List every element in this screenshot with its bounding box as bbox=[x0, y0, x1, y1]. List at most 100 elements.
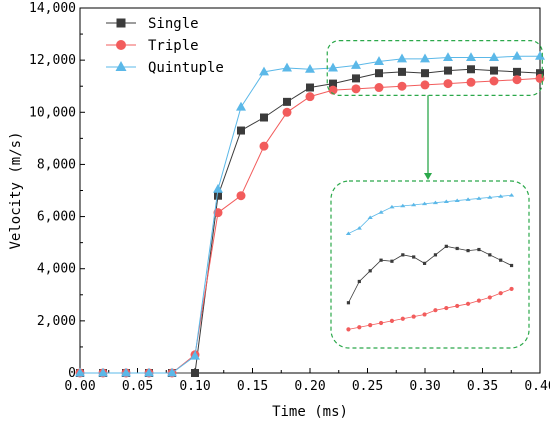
data-point-quintuple bbox=[328, 62, 338, 72]
inset-point-single bbox=[509, 263, 514, 268]
x-tick-label: 0.00 bbox=[64, 379, 95, 394]
inset-point-quintuple bbox=[508, 193, 515, 197]
data-point-triple bbox=[351, 84, 361, 94]
data-point-quintuple bbox=[213, 183, 223, 193]
inset-box bbox=[330, 180, 530, 349]
inset-point-quintuple bbox=[400, 203, 406, 208]
data-point-quintuple bbox=[443, 52, 453, 62]
inset-point-triple bbox=[465, 301, 471, 306]
data-point-triple bbox=[443, 79, 453, 89]
data-point-quintuple bbox=[259, 66, 269, 76]
inset-point-single bbox=[455, 246, 459, 251]
inset-point-quintuple bbox=[378, 210, 384, 214]
inset-point-triple bbox=[444, 305, 449, 311]
data-point-single bbox=[283, 97, 291, 106]
inset-point-quintuple bbox=[443, 199, 449, 204]
inset-point-triple bbox=[433, 308, 438, 313]
data-point-quintuple bbox=[489, 52, 499, 62]
inset-point-quintuple bbox=[389, 204, 395, 209]
data-point-single bbox=[306, 83, 314, 92]
data-point-single bbox=[444, 66, 452, 75]
inset-point-single bbox=[390, 259, 394, 263]
inset-point-single bbox=[379, 258, 383, 262]
x-tick-label: 0.20 bbox=[294, 379, 325, 394]
zoom-arrow-head bbox=[424, 173, 432, 180]
data-point-single bbox=[237, 126, 245, 135]
zoom-region-box bbox=[326, 39, 543, 96]
data-point-quintuple bbox=[121, 367, 131, 377]
inset-point-single bbox=[368, 269, 372, 273]
x-tick-label: 0.30 bbox=[409, 379, 440, 394]
data-point-single bbox=[536, 69, 544, 78]
data-point-single bbox=[352, 74, 360, 83]
data-point-quintuple bbox=[420, 53, 430, 63]
inset-point-triple bbox=[411, 314, 416, 319]
legend-marker-triple bbox=[116, 40, 126, 50]
data-point-triple bbox=[328, 85, 338, 95]
inset-point-single bbox=[499, 258, 503, 262]
inset-point-triple bbox=[509, 286, 514, 292]
inset-point-triple bbox=[400, 316, 405, 321]
inset-line-single bbox=[348, 245, 512, 303]
inset-line-quintuple bbox=[348, 194, 512, 234]
y-tick-label: 10,000 bbox=[29, 105, 76, 120]
inset-point-triple bbox=[357, 325, 362, 330]
inset-point-triple bbox=[346, 327, 351, 332]
inset-point-quintuple bbox=[476, 196, 482, 200]
y-tick-label: 8,000 bbox=[37, 157, 76, 172]
data-point-single bbox=[214, 191, 222, 200]
y-tick-label: 0 bbox=[68, 366, 76, 381]
inset-point-quintuple bbox=[367, 215, 373, 220]
inset-point-quintuple bbox=[421, 201, 428, 206]
inset-point-triple bbox=[422, 312, 427, 317]
legend: Single Triple Quintuple bbox=[106, 16, 224, 76]
x-tick-label: 0.05 bbox=[122, 379, 153, 394]
inset-point-single bbox=[466, 249, 470, 253]
data-point-triple bbox=[236, 191, 246, 201]
data-point-triple bbox=[420, 80, 430, 90]
inset-layer bbox=[326, 39, 543, 349]
y-axis-title: Velocity (m/s) bbox=[8, 131, 24, 249]
data-point-quintuple bbox=[167, 367, 177, 377]
inset-point-single bbox=[444, 244, 448, 248]
data-point-single bbox=[329, 79, 337, 88]
data-point-single bbox=[467, 65, 475, 74]
inset-line-triple bbox=[348, 288, 512, 330]
inset-point-single bbox=[357, 279, 361, 284]
y-tick-label: 12,000 bbox=[29, 53, 76, 68]
data-point-triple bbox=[374, 83, 384, 93]
data-point-quintuple bbox=[535, 50, 545, 60]
series-layer bbox=[75, 50, 545, 378]
inset-point-triple bbox=[487, 295, 492, 300]
data-point-quintuple bbox=[512, 50, 522, 60]
data-point-triple bbox=[489, 76, 499, 86]
y-tick-label: 4,000 bbox=[37, 262, 76, 277]
data-point-single bbox=[513, 67, 521, 76]
data-point-quintuple bbox=[98, 367, 108, 377]
inset-point-quintuple bbox=[345, 231, 352, 235]
axis-layer: 0.00 0.05 0.10 0.15 0.20 0.25 0.30 0.35 0.40 0 2,0… bbox=[29, 1, 550, 394]
x-tick-label: 0.15 bbox=[237, 379, 268, 394]
y-tick-label: 6,000 bbox=[37, 210, 76, 225]
inset-point-quintuple bbox=[465, 197, 471, 201]
data-point-single bbox=[398, 67, 406, 76]
data-point-quintuple bbox=[75, 367, 85, 377]
legend-marker-quintuple bbox=[115, 61, 127, 71]
legend-label-triple: Triple bbox=[148, 38, 199, 54]
inset-point-single bbox=[346, 301, 351, 305]
data-point-triple bbox=[282, 107, 292, 117]
data-point-quintuple bbox=[144, 367, 154, 377]
inset-point-single bbox=[422, 261, 427, 265]
data-point-quintuple bbox=[282, 62, 292, 72]
data-point-triple bbox=[305, 92, 315, 102]
inset-point-triple bbox=[476, 298, 482, 303]
data-point-triple bbox=[535, 73, 545, 83]
legend-label-quintuple: Quintuple bbox=[148, 60, 224, 76]
inset-point-quintuple bbox=[487, 195, 493, 199]
data-point-quintuple bbox=[466, 52, 476, 62]
inset-point-triple bbox=[389, 318, 395, 323]
data-point-single bbox=[375, 69, 383, 78]
x-tick-label: 0.10 bbox=[179, 379, 210, 394]
x-tick-label: 0.40 bbox=[524, 379, 550, 394]
